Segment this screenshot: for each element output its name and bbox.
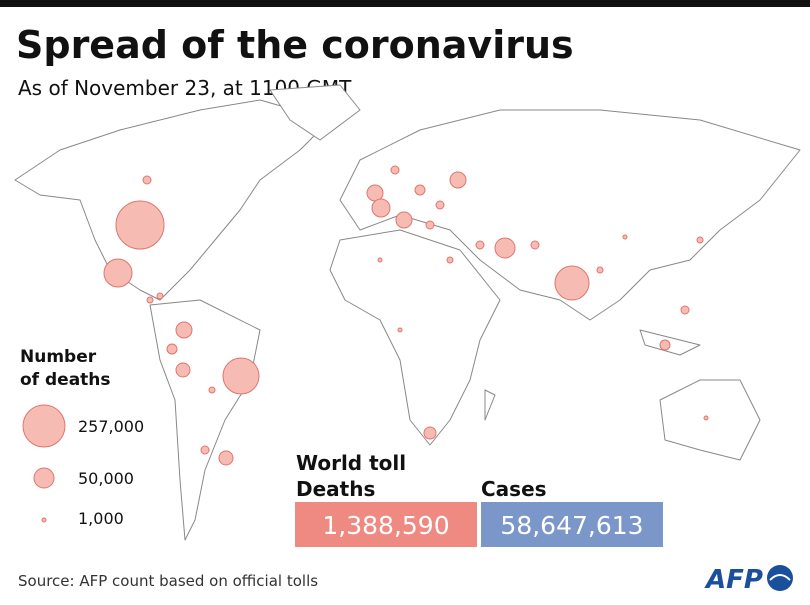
- title: Spread of the coronavirus: [16, 23, 574, 67]
- legend-label: 50,000: [78, 469, 134, 488]
- world-toll: World toll Deaths Cases 1,388,590 58,647…: [295, 451, 663, 547]
- deaths-box: [295, 502, 477, 547]
- source: Source: AFP count based on official toll…: [18, 572, 318, 590]
- world-map: [14, 84, 801, 541]
- legend-title: of deaths: [20, 370, 111, 390]
- logo-mark: [767, 565, 793, 591]
- deaths-value: 1,388,590: [322, 511, 449, 540]
- toll-title: World toll: [296, 451, 406, 475]
- cases-value: 58,647,613: [500, 511, 643, 540]
- legend-title: Number: [20, 347, 97, 367]
- cases-label: Cases: [481, 477, 547, 501]
- top-bar: [0, 0, 810, 7]
- death-bubbles: [103, 165, 709, 466]
- legend-circle: [41, 517, 47, 523]
- legend: Number of deaths 257,000 50,000 1,000: [20, 347, 144, 528]
- legend-label: 257,000: [78, 417, 144, 436]
- legend-label: 1,000: [78, 509, 124, 528]
- cases-box: [481, 502, 663, 547]
- logo: AFP: [704, 565, 793, 595]
- deaths-label: Deaths: [296, 477, 375, 501]
- legend-circle: [33, 467, 55, 489]
- logo-text: AFP: [704, 565, 763, 595]
- legend-circle: [22, 404, 66, 448]
